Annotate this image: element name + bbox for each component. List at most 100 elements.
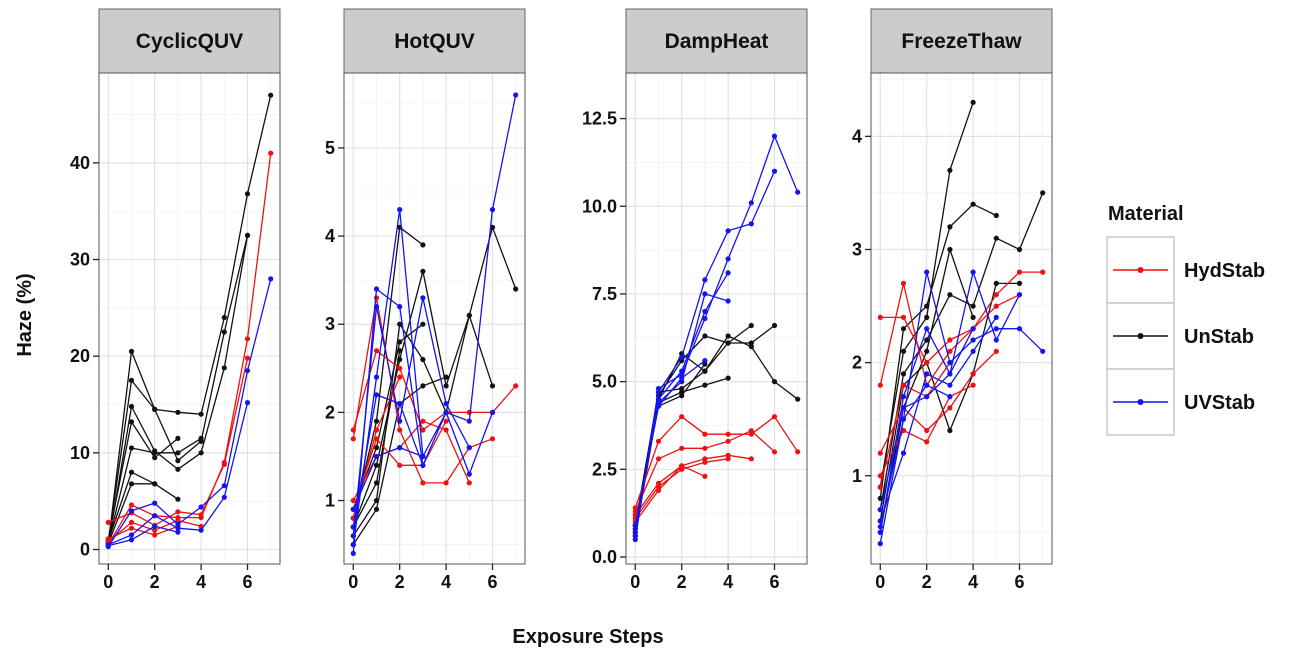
data-point-uvstab [373, 392, 380, 398]
x-tick-label: 4 [968, 572, 978, 592]
data-point-unstab [221, 329, 227, 335]
data-point-hydstab [947, 405, 953, 411]
series-group [632, 133, 801, 543]
data-point-uvstab [679, 354, 685, 360]
data-point-unstab [702, 368, 708, 374]
series-line-uvstab [879, 384, 951, 527]
data-point-unstab [373, 462, 380, 468]
data-point-hydstab [198, 512, 204, 518]
series-line-unstab [107, 95, 272, 544]
y-tick-label: 1 [852, 466, 862, 486]
data-point-hydstab [725, 431, 731, 437]
x-tick-label: 2 [922, 572, 932, 592]
data-point-uvstab [924, 382, 930, 388]
x-tick-label: 4 [196, 572, 206, 592]
data-point-unstab [244, 232, 251, 238]
data-point-hydstab [128, 502, 135, 508]
data-point-uvstab [702, 315, 708, 322]
data-point-unstab [443, 383, 449, 389]
data-point-uvstab [221, 483, 227, 489]
data-point-hydstab [702, 431, 708, 437]
data-point-unstab [513, 286, 519, 292]
data-point-unstab [900, 371, 907, 377]
x-tick-label: 2 [677, 572, 687, 592]
data-point-uvstab [1040, 348, 1046, 354]
data-point-uvstab [175, 521, 181, 528]
data-point-unstab [420, 356, 426, 363]
legend: Material HydStab UnStab UVStab [1106, 203, 1265, 436]
series-line-unstab [107, 471, 179, 542]
data-point-hydstab [655, 456, 662, 462]
y-tick-label: 3 [852, 239, 862, 259]
data-point-uvstab [877, 507, 883, 513]
facet-title: FreezeThaw [901, 30, 1022, 53]
data-point-hydstab [373, 348, 380, 354]
data-point-unstab [795, 396, 801, 402]
data-point-uvstab [152, 513, 158, 519]
data-point-unstab [128, 348, 135, 354]
gridlines [626, 73, 807, 564]
data-point-uvstab [632, 529, 638, 536]
data-point-uvstab [350, 533, 356, 539]
data-point-uvstab [970, 337, 976, 343]
data-point-uvstab [947, 360, 953, 366]
data-point-hydstab [679, 414, 685, 420]
data-point-uvstab [1016, 292, 1023, 298]
y-axis: 0.0 2.5 5.0 7.5 10.0 12.5 [582, 109, 626, 567]
data-point-uvstab [679, 368, 685, 374]
data-point-unstab [947, 224, 953, 230]
data-point-uvstab [152, 523, 158, 529]
data-point-uvstab [397, 304, 403, 310]
data-point-unstab [725, 375, 731, 381]
data-point-unstab [397, 339, 403, 345]
data-point-unstab [771, 379, 778, 385]
data-point-hydstab [397, 374, 403, 380]
x-tick-label: 6 [1015, 572, 1025, 592]
data-point-uvstab [970, 348, 976, 354]
data-point-hydstab [443, 480, 449, 486]
data-point-unstab [373, 418, 380, 424]
data-point-unstab [1016, 280, 1023, 286]
data-point-hydstab [221, 461, 227, 467]
data-point-uvstab [397, 401, 403, 407]
y-tick-label: 3 [325, 314, 335, 334]
y-tick-label: 10.0 [582, 196, 617, 216]
plot-area [871, 73, 1052, 564]
data-point-uvstab [175, 525, 181, 531]
data-point-hydstab [947, 337, 953, 343]
data-point-hydstab [947, 348, 953, 354]
data-point-unstab [198, 450, 204, 456]
y-tick-label: 1 [325, 491, 335, 511]
data-point-uvstab [771, 168, 778, 174]
data-point-unstab [970, 314, 976, 320]
data-point-unstab [725, 340, 731, 346]
data-point-uvstab [466, 471, 472, 477]
data-point-unstab [443, 374, 449, 380]
data-point-uvstab [924, 394, 930, 400]
data-point-uvstab [993, 314, 999, 320]
data-point-unstab [489, 383, 496, 389]
data-point-unstab [748, 344, 754, 350]
data-point-uvstab [900, 394, 907, 400]
x-axis: 0 2 4 6 [875, 564, 1025, 592]
legend-label: UnStab [1184, 326, 1254, 348]
data-point-uvstab [443, 401, 449, 407]
data-point-unstab [221, 314, 227, 321]
x-axis-title: Exposure Steps [512, 626, 663, 648]
data-point-hydstab [350, 436, 356, 442]
data-point-unstab [128, 377, 135, 383]
legend-point [1137, 333, 1144, 339]
data-point-unstab [947, 427, 953, 434]
data-point-hydstab [924, 427, 930, 434]
panel-cyclicquv: CyclicQUV 0 2 4 6 0 10 20 30 40 [70, 8, 281, 592]
y-tick-label: 40 [70, 153, 90, 173]
data-point-unstab [152, 406, 158, 412]
data-point-hydstab [175, 517, 181, 524]
data-point-uvstab [993, 337, 999, 343]
data-point-hydstab [397, 427, 403, 433]
data-point-hydstab [373, 436, 380, 442]
series-line-hydstab [880, 271, 1043, 364]
data-point-uvstab [632, 536, 638, 543]
y-tick-label: 20 [70, 346, 90, 366]
